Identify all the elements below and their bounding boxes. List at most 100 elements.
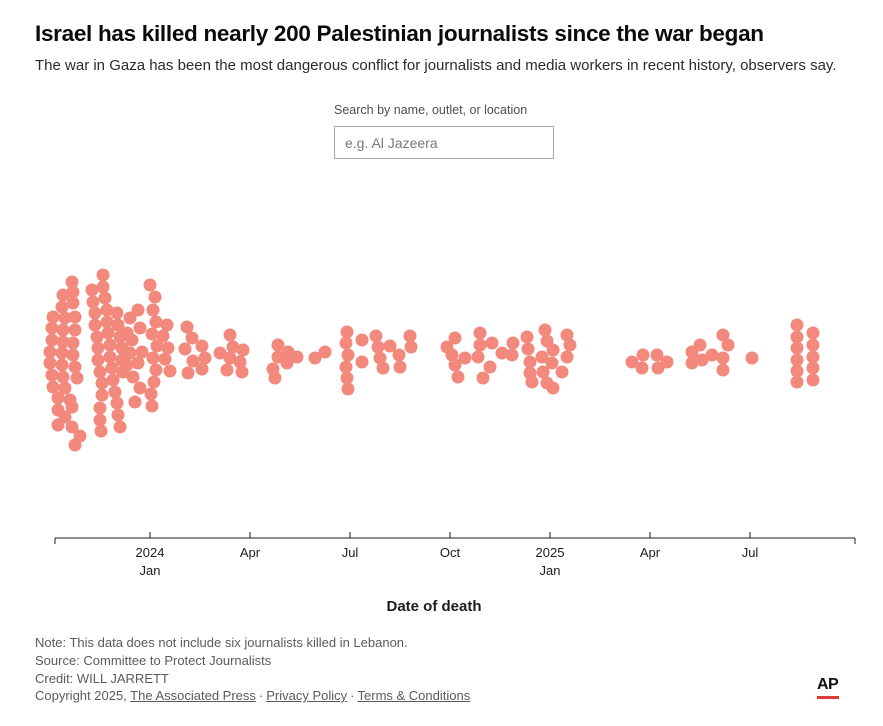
privacy-policy-link[interactable]: Privacy Policy <box>266 688 348 703</box>
journalist-dot[interactable] <box>523 355 537 369</box>
journalist-dot[interactable] <box>46 310 60 324</box>
journalist-dot[interactable] <box>88 318 102 332</box>
journalist-dot[interactable] <box>373 351 387 365</box>
journalist-dot[interactable] <box>695 353 709 367</box>
journalist-dot[interactable] <box>85 283 99 297</box>
journalist-dot[interactable] <box>233 355 247 369</box>
journalist-dot[interactable] <box>66 336 80 350</box>
journalist-dot[interactable] <box>160 318 174 332</box>
journalist-dot[interactable] <box>280 356 294 370</box>
journalist-dot[interactable] <box>147 375 161 389</box>
journalist-dot[interactable] <box>95 376 109 390</box>
journalist-dot[interactable] <box>88 306 102 320</box>
journalist-dot[interactable] <box>506 336 520 350</box>
journalist-dot[interactable] <box>445 348 459 362</box>
journalist-dot[interactable] <box>186 354 200 368</box>
journalist-dot[interactable] <box>110 306 124 320</box>
journalist-dot[interactable] <box>148 290 162 304</box>
journalist-dot[interactable] <box>68 310 82 324</box>
journalist-dot[interactable] <box>96 280 110 294</box>
journalist-dot[interactable] <box>94 424 108 438</box>
journalist-dot[interactable] <box>133 321 147 335</box>
journalist-dot[interactable] <box>145 399 159 413</box>
journalist-dot[interactable] <box>66 285 80 299</box>
journalist-dot[interactable] <box>448 331 462 345</box>
journalist-dot[interactable] <box>383 339 397 353</box>
journalist-dot[interactable] <box>98 291 112 305</box>
journalist-dot[interactable] <box>716 351 730 365</box>
journalist-dot[interactable] <box>100 315 114 329</box>
journalist-dot[interactable] <box>636 348 650 362</box>
journalist-dot[interactable] <box>448 358 462 372</box>
journalist-dot[interactable] <box>223 351 237 365</box>
journalist-dot[interactable] <box>339 336 353 350</box>
journalist-dot[interactable] <box>68 323 82 337</box>
journalist-dot[interactable] <box>55 358 69 372</box>
journalist-dot[interactable] <box>55 300 69 314</box>
journalist-dot[interactable] <box>185 331 199 345</box>
journalist-dot[interactable] <box>521 342 535 356</box>
journalist-dot[interactable] <box>340 371 354 385</box>
journalist-dot[interactable] <box>220 363 234 377</box>
search-input[interactable] <box>334 126 554 159</box>
journalist-dot[interactable] <box>545 356 559 370</box>
journalist-dot[interactable] <box>404 340 418 354</box>
associated-press-link[interactable]: The Associated Press <box>130 688 256 703</box>
journalist-dot[interactable] <box>403 329 417 343</box>
journalist-dot[interactable] <box>58 311 72 325</box>
journalist-dot[interactable] <box>471 350 485 364</box>
journalist-dot[interactable] <box>195 362 209 376</box>
journalist-dot[interactable] <box>51 418 65 432</box>
journalist-dot[interactable] <box>93 365 107 379</box>
journalist-dot[interactable] <box>91 353 105 367</box>
journalist-dot[interactable] <box>56 323 70 337</box>
journalist-dot[interactable] <box>555 365 569 379</box>
journalist-dot[interactable] <box>198 351 212 365</box>
journalist-dot[interactable] <box>235 365 249 379</box>
journalist-dot[interactable] <box>56 335 70 349</box>
journalist-dot[interactable] <box>340 325 354 339</box>
journalist-dot[interactable] <box>271 338 285 352</box>
journalist-dot[interactable] <box>56 370 70 384</box>
journalist-dot[interactable] <box>90 330 104 344</box>
journalist-dot[interactable] <box>113 420 127 434</box>
journalist-dot[interactable] <box>66 296 80 310</box>
journalist-dot[interactable] <box>213 346 227 360</box>
journalist-dot[interactable] <box>70 371 84 385</box>
journalist-dot[interactable] <box>790 375 804 389</box>
journalist-dot[interactable] <box>45 333 59 347</box>
journalist-dot[interactable] <box>126 370 140 384</box>
journalist-dot[interactable] <box>536 365 550 379</box>
journalist-dot[interactable] <box>806 326 820 340</box>
journalist-dot[interactable] <box>790 341 804 355</box>
journalist-dot[interactable] <box>103 338 117 352</box>
journalist-dot[interactable] <box>105 361 119 375</box>
journalist-dot[interactable] <box>145 327 159 341</box>
journalist-dot[interactable] <box>123 311 137 325</box>
journalist-dot[interactable] <box>806 350 820 364</box>
journalist-dot[interactable] <box>146 351 160 365</box>
journalist-dot[interactable] <box>178 342 192 356</box>
journalist-dot[interactable] <box>458 351 472 365</box>
journalist-dot[interactable] <box>65 420 79 434</box>
journalist-dot[interactable] <box>123 346 137 360</box>
journalist-dot[interactable] <box>392 348 406 362</box>
journalist-dot[interactable] <box>180 320 194 334</box>
journalist-dot[interactable] <box>483 360 497 374</box>
journalist-dot[interactable] <box>106 373 120 387</box>
journalist-dot[interactable] <box>144 387 158 401</box>
journalist-dot[interactable] <box>65 400 79 414</box>
journalist-dot[interactable] <box>143 278 157 292</box>
journalist-dot[interactable] <box>236 343 250 357</box>
journalist-dot[interactable] <box>806 338 820 352</box>
journalist-dot[interactable] <box>56 288 70 302</box>
journalist-dot[interactable] <box>790 364 804 378</box>
journalist-dot[interactable] <box>131 356 145 370</box>
journalist-dot[interactable] <box>45 368 59 382</box>
journalist-dot[interactable] <box>65 275 79 289</box>
journalist-dot[interactable] <box>485 336 499 350</box>
journalist-dot[interactable] <box>369 329 383 343</box>
journalist-dot[interactable] <box>520 330 534 344</box>
journalist-dot[interactable] <box>110 396 124 410</box>
journalist-dot[interactable] <box>625 355 639 369</box>
